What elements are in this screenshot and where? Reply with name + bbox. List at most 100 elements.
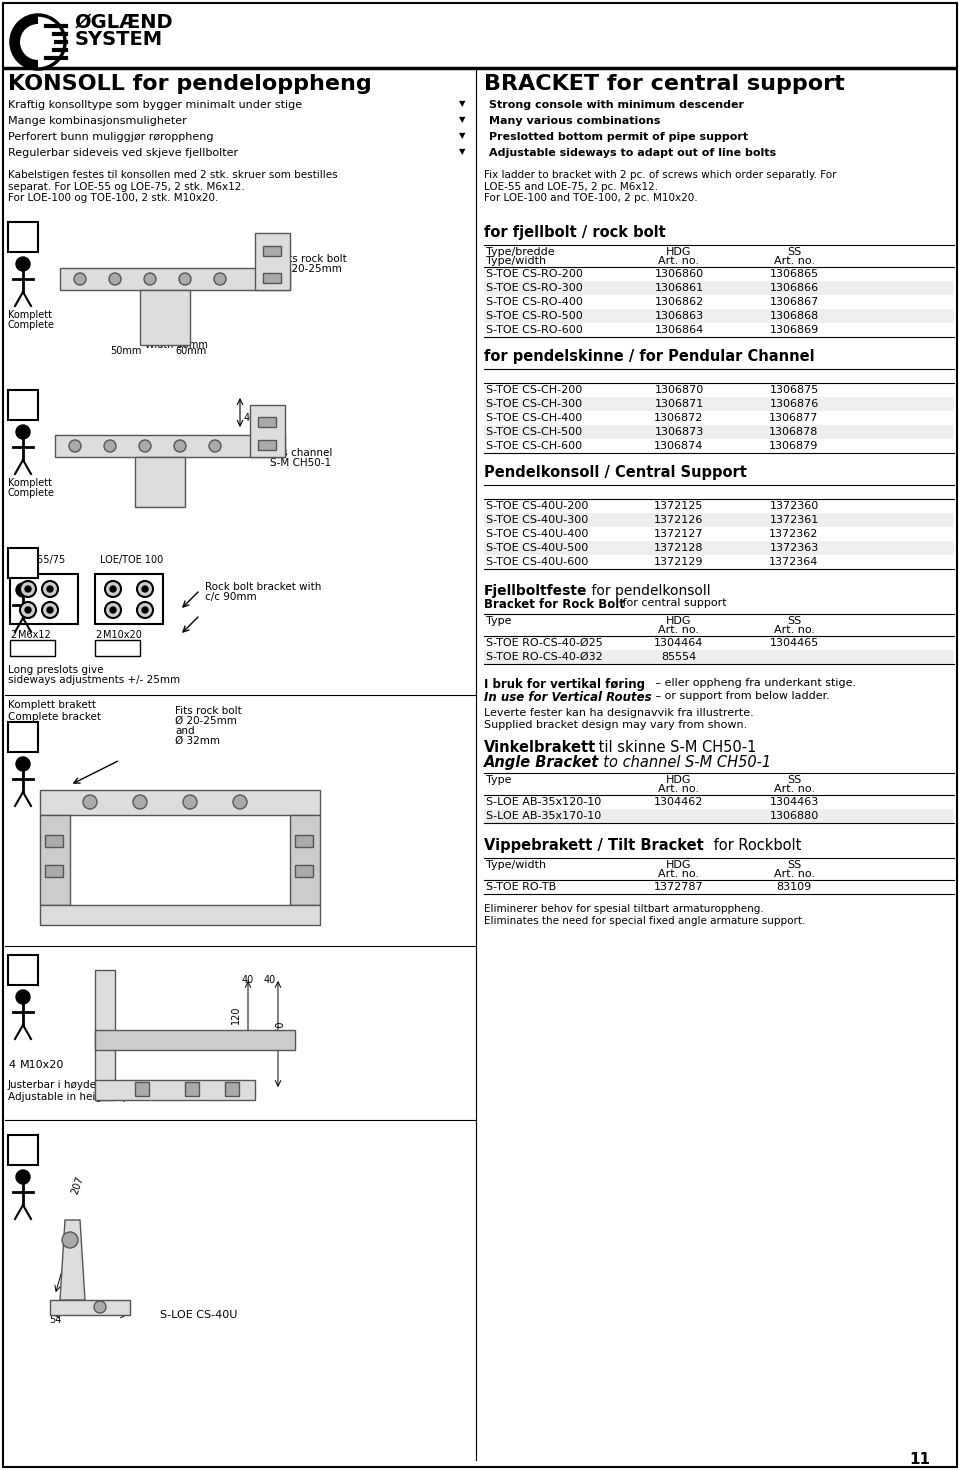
Text: Art. no.: Art. no. — [659, 256, 700, 266]
Text: Ø 20-25mm: Ø 20-25mm — [280, 265, 342, 273]
Bar — [185, 1082, 199, 1097]
Text: LOE/TOE 100: LOE/TOE 100 — [100, 556, 163, 564]
Text: Fix ladder to bracket with 2 pc. of screws which order separatly. For
LOE-55 and: Fix ladder to bracket with 2 pc. of scre… — [484, 171, 836, 203]
Text: M10x20: M10x20 — [20, 1060, 64, 1070]
Text: c/c 90mm: c/c 90mm — [205, 592, 256, 603]
Text: S-TOE CS-RO-300: S-TOE CS-RO-300 — [486, 284, 583, 293]
Text: Komplett: Komplett — [8, 310, 52, 320]
Text: S-TOE CS-RO-200: S-TOE CS-RO-200 — [486, 269, 583, 279]
Bar — [135, 1082, 149, 1097]
Text: BRACKET for central support: BRACKET for central support — [484, 74, 845, 94]
Text: 40: 40 — [264, 975, 276, 985]
Bar — [484, 281, 954, 295]
Text: S-TOE CS-CH-300: S-TOE CS-CH-300 — [486, 398, 582, 409]
Text: Fits rock bolt: Fits rock bolt — [175, 706, 242, 716]
Circle shape — [42, 603, 58, 617]
Text: Kabelstigen festes til konsollen med 2 stk. skruer som bestilles
separat. For LO: Kabelstigen festes til konsollen med 2 s… — [8, 171, 338, 203]
Text: 1372129: 1372129 — [655, 557, 704, 567]
Bar — [95, 970, 115, 1100]
Text: Bracket for Rock Bolt: Bracket for Rock Bolt — [484, 598, 625, 612]
Circle shape — [62, 1232, 78, 1248]
Circle shape — [137, 581, 153, 597]
Text: S-TOE CS-40U-600: S-TOE CS-40U-600 — [486, 557, 588, 567]
Text: for central support: for central support — [619, 598, 727, 609]
Text: 40: 40 — [244, 413, 256, 423]
Text: 54: 54 — [49, 1316, 61, 1324]
Circle shape — [16, 584, 30, 597]
Bar — [135, 457, 185, 507]
Text: 60mm: 60mm — [175, 345, 206, 356]
Text: 1372125: 1372125 — [655, 501, 704, 512]
Bar — [484, 425, 954, 440]
Wedge shape — [12, 16, 38, 68]
Text: S-TOE CS-RO-400: S-TOE CS-RO-400 — [486, 297, 583, 307]
Text: 1306873: 1306873 — [655, 426, 704, 437]
Text: ▼: ▼ — [459, 131, 465, 140]
Text: Ø 20-25mm: Ø 20-25mm — [175, 716, 237, 726]
Circle shape — [233, 795, 247, 809]
Circle shape — [183, 795, 197, 809]
Text: S-TOE CS-CH-400: S-TOE CS-CH-400 — [486, 413, 583, 423]
Bar — [225, 1082, 239, 1097]
Bar — [484, 309, 954, 323]
Text: S-TOE CS-RO-500: S-TOE CS-RO-500 — [486, 312, 583, 320]
Text: 1372126: 1372126 — [655, 514, 704, 525]
Text: M: M — [14, 961, 32, 979]
Text: Art. no.: Art. no. — [774, 625, 814, 635]
Text: Art. no.: Art. no. — [774, 869, 814, 879]
Text: for pendelskinne / for Pendular Channel: for pendelskinne / for Pendular Channel — [484, 348, 815, 365]
Text: Kraftig konsolltype som bygger minimalt under stige: Kraftig konsolltype som bygger minimalt … — [8, 100, 302, 110]
Text: ØGLÆND: ØGLÆND — [75, 13, 174, 32]
Bar — [95, 639, 140, 656]
Circle shape — [105, 581, 121, 597]
Wedge shape — [20, 24, 38, 60]
Text: 1306860: 1306860 — [655, 269, 704, 279]
Text: Eliminates the need for special fixed angle armature support.: Eliminates the need for special fixed an… — [484, 916, 805, 926]
Text: HDG: HDG — [666, 247, 692, 257]
Text: 1306871: 1306871 — [655, 398, 704, 409]
Text: Vinkelbrakett: Vinkelbrakett — [484, 739, 596, 756]
Text: 1306872: 1306872 — [655, 413, 704, 423]
Circle shape — [16, 425, 30, 440]
Circle shape — [179, 273, 191, 285]
Text: 1306878: 1306878 — [769, 426, 819, 437]
Text: 1372362: 1372362 — [769, 529, 819, 539]
Bar — [258, 440, 276, 450]
Text: Supplied bracket design may vary from shown.: Supplied bracket design may vary from sh… — [484, 720, 747, 731]
Circle shape — [94, 1301, 106, 1313]
Circle shape — [16, 989, 30, 1004]
Text: Justerbar i høyde  inntil 60mm: Justerbar i høyde inntil 60mm — [8, 1080, 166, 1089]
Text: Art. no.: Art. no. — [774, 784, 814, 794]
Polygon shape — [60, 1220, 85, 1299]
Text: S-LOE AB-35x170-10: S-LOE AB-35x170-10 — [486, 811, 601, 822]
Text: til skinne S-M CH50-1: til skinne S-M CH50-1 — [594, 739, 756, 756]
Text: S-TOE RO-TB: S-TOE RO-TB — [486, 882, 556, 892]
Bar — [40, 814, 70, 906]
Text: SNI: SNI — [24, 641, 40, 651]
Text: 2: 2 — [10, 631, 16, 639]
Text: KONSOLL for pendeloppheng: KONSOLL for pendeloppheng — [8, 74, 372, 94]
Text: Type/width: Type/width — [486, 256, 546, 266]
Text: SS: SS — [787, 247, 802, 257]
Text: S-TOE CS-RO-600: S-TOE CS-RO-600 — [486, 325, 583, 335]
Text: Art. no.: Art. no. — [659, 784, 700, 794]
Text: 50mm: 50mm — [110, 345, 141, 356]
Text: 1306863: 1306863 — [655, 312, 704, 320]
Circle shape — [16, 257, 30, 270]
Text: S-TOE RO-CS-40-Ø25: S-TOE RO-CS-40-Ø25 — [486, 638, 603, 648]
Wedge shape — [38, 16, 64, 68]
Text: 1372787: 1372787 — [654, 882, 704, 892]
Circle shape — [47, 607, 53, 613]
Text: Komplett: Komplett — [8, 478, 52, 488]
Text: S-TOE CS-40U-400: S-TOE CS-40U-400 — [486, 529, 588, 539]
Text: Art. no.: Art. no. — [659, 625, 700, 635]
Text: Komplett brakett: Komplett brakett — [8, 700, 96, 710]
Text: Fits rock bolt: Fits rock bolt — [280, 254, 347, 265]
Text: 120: 120 — [231, 1005, 241, 1023]
Text: 4: 4 — [8, 1060, 15, 1070]
Text: 1304464: 1304464 — [655, 638, 704, 648]
Bar — [484, 809, 954, 823]
Text: S-TOE CS-CH-500: S-TOE CS-CH-500 — [486, 426, 582, 437]
Text: 1306861: 1306861 — [655, 284, 704, 293]
Text: S-LOE CS-40U: S-LOE CS-40U — [160, 1310, 237, 1320]
